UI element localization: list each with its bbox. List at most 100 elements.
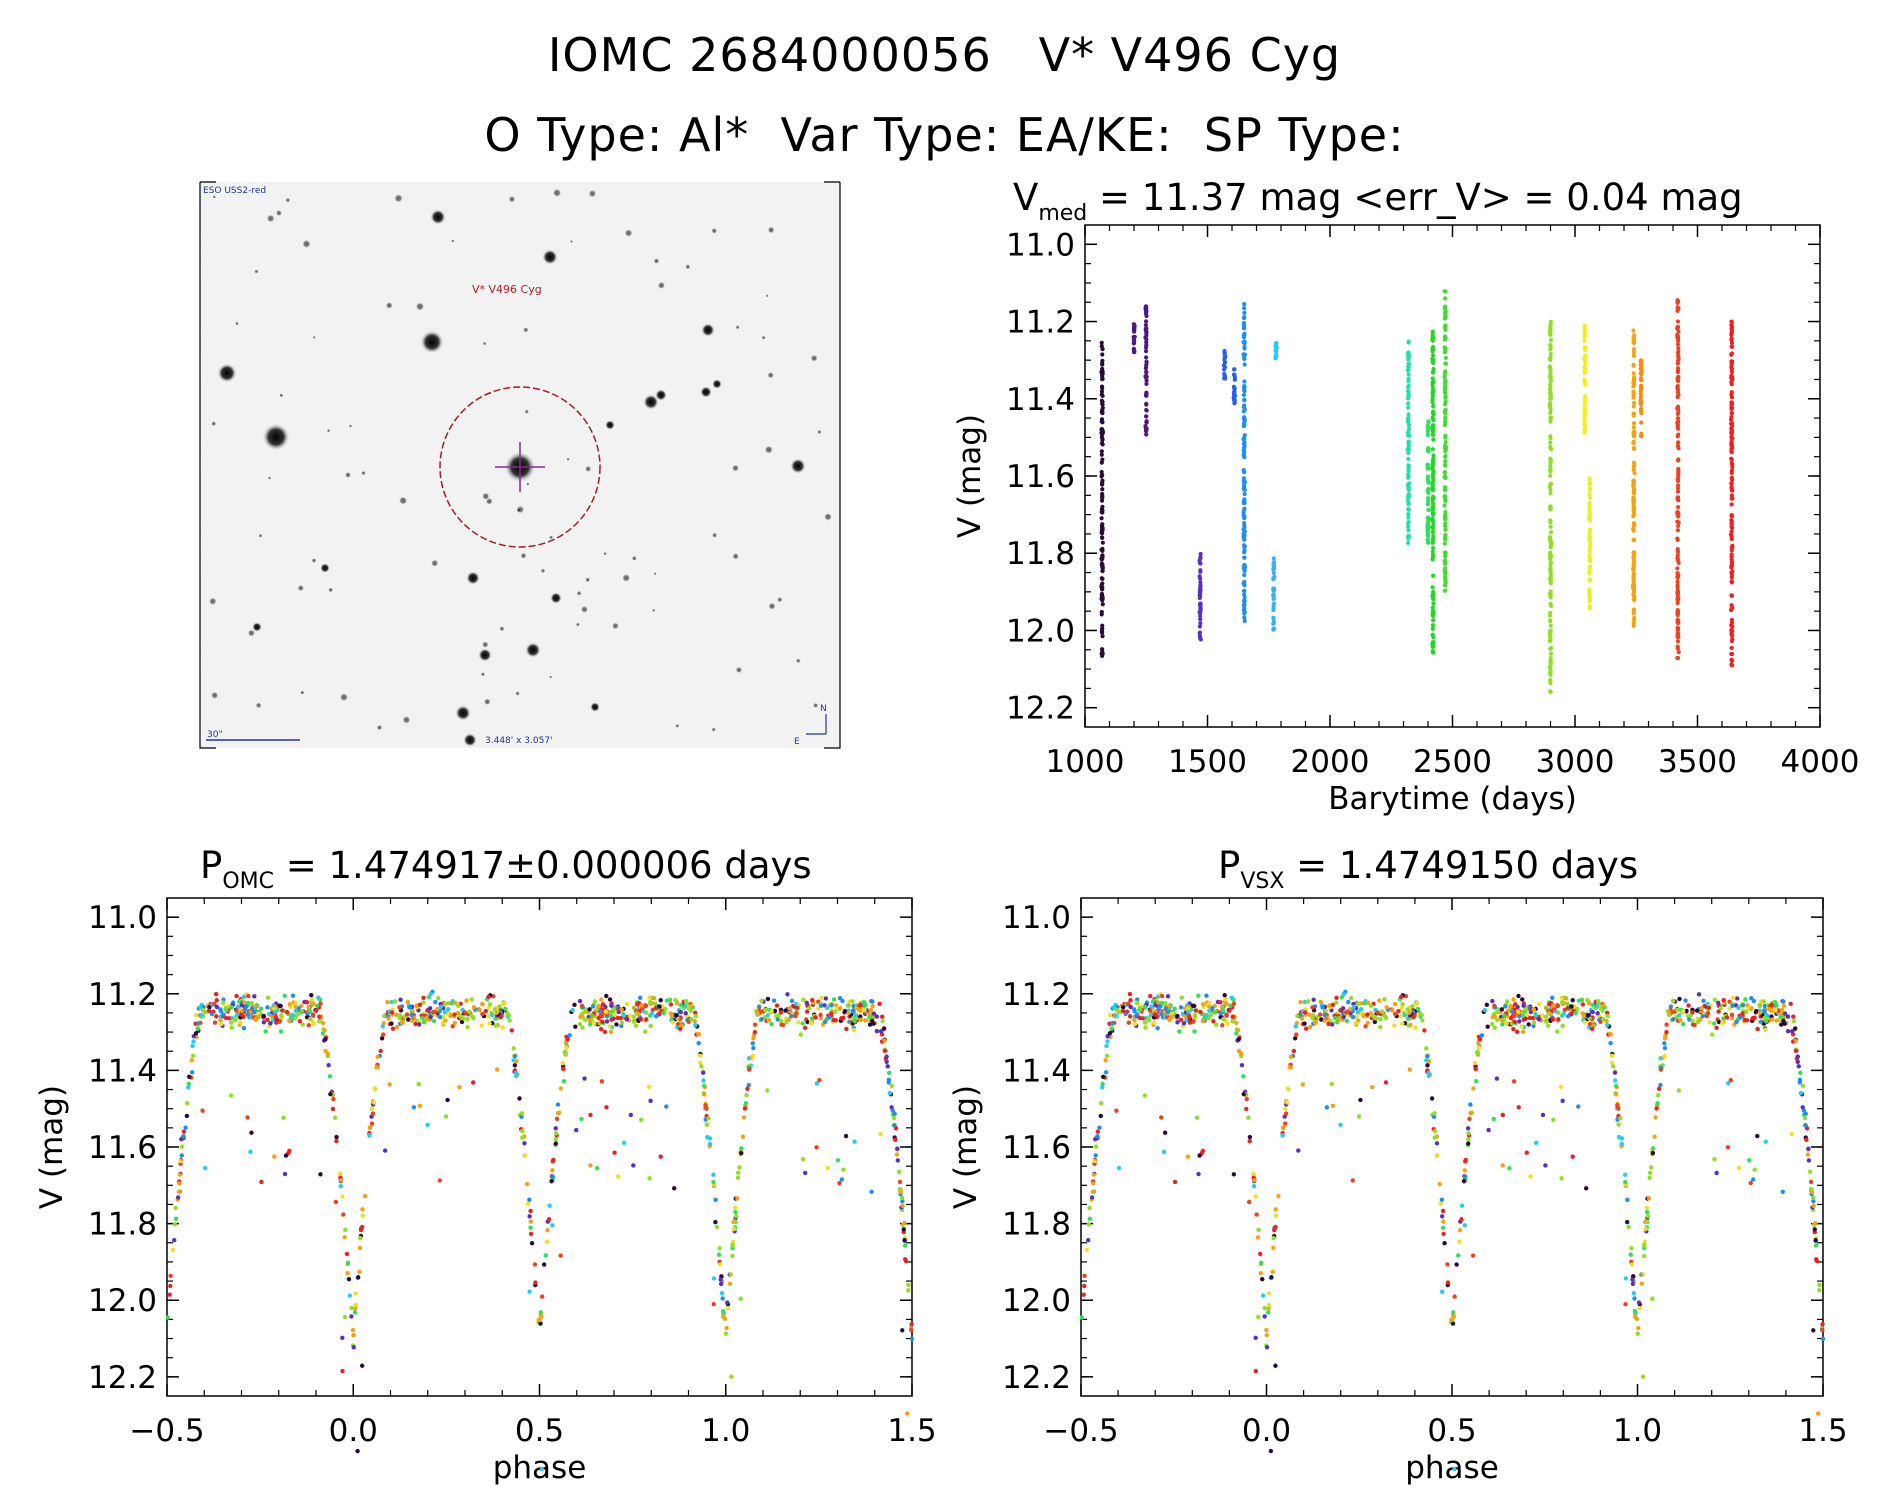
vsx-point	[1772, 1007, 1778, 1013]
omc-point	[609, 1003, 614, 1008]
lc-point	[1431, 601, 1436, 606]
vsx-point	[1762, 1008, 1767, 1013]
omc-point	[334, 1138, 339, 1144]
omc-point	[480, 1011, 485, 1017]
omc-point	[282, 1171, 288, 1177]
omc-point	[525, 1201, 531, 1206]
lc-point	[1675, 495, 1681, 500]
vsx-point	[1583, 1186, 1589, 1191]
omc-point	[549, 1179, 554, 1184]
vsx-ytick-label: 11.4	[1002, 1053, 1071, 1089]
vsx-point	[1114, 1007, 1120, 1013]
lc-point	[1241, 404, 1246, 410]
lc-point	[1548, 338, 1554, 343]
omc-point	[587, 1022, 593, 1027]
vsx-point	[1516, 1105, 1521, 1110]
lc-point	[1099, 340, 1104, 345]
lc-point	[1729, 369, 1735, 375]
lc-point	[1242, 520, 1247, 526]
omc-point	[733, 1209, 738, 1215]
vsx-point	[1276, 1193, 1281, 1199]
omc-point	[900, 1328, 905, 1333]
omc-point	[541, 1262, 547, 1267]
omc-point	[453, 1000, 458, 1005]
vsx-xtick-label: 0.0	[1242, 1413, 1291, 1449]
lc-point	[1675, 369, 1681, 375]
finder-star-faint	[348, 424, 353, 428]
vsx-point	[1662, 1036, 1668, 1041]
omc-point	[519, 1114, 524, 1120]
omc-point	[528, 1219, 534, 1224]
omc-point	[850, 1008, 856, 1013]
vsx-point	[1530, 1015, 1536, 1021]
lc-point	[1144, 363, 1149, 368]
vsx-point	[1647, 1170, 1653, 1176]
vsx-point	[1334, 995, 1339, 1001]
omc-point	[698, 1053, 703, 1058]
omc-point	[738, 1296, 743, 1301]
lc-point	[1430, 486, 1435, 491]
finder-star-faint	[481, 641, 489, 649]
vsx-point	[1793, 1038, 1799, 1043]
omc-point	[306, 1023, 312, 1028]
omc-point	[745, 1086, 750, 1091]
vsx-point	[1098, 1113, 1103, 1119]
lc-point	[1242, 506, 1247, 511]
lc-point	[1431, 380, 1436, 385]
vsx-point	[1459, 1203, 1465, 1208]
finder-star-faint	[258, 533, 263, 538]
lc-point	[1548, 570, 1553, 575]
omc-point	[855, 1006, 861, 1012]
lc-point	[1099, 583, 1104, 588]
lc-point	[1443, 527, 1448, 532]
vsx-point	[1323, 1008, 1328, 1013]
omc-point	[746, 1083, 751, 1088]
lc-point	[1242, 433, 1247, 438]
omc-point	[349, 1314, 354, 1319]
omc-point	[819, 995, 825, 1001]
lc-point	[1631, 353, 1637, 358]
lc-point	[1675, 523, 1681, 529]
vsx-point	[1641, 1253, 1647, 1259]
omc-point	[245, 1000, 251, 1006]
lc-point	[1406, 464, 1412, 469]
omc-point	[493, 1023, 498, 1028]
lc-point	[1431, 504, 1436, 509]
lc-point	[1587, 509, 1592, 514]
vsx-point	[1500, 1112, 1506, 1118]
lc-point	[1242, 525, 1247, 530]
omc-point	[494, 1067, 500, 1072]
vsx-point	[1241, 1074, 1246, 1079]
omc-point	[818, 1016, 824, 1021]
lc-point	[1242, 615, 1247, 620]
vsx-point	[1220, 1023, 1225, 1028]
lc-point	[1631, 400, 1637, 405]
vsx-point	[1348, 1006, 1353, 1012]
vsx-point	[1244, 1106, 1249, 1112]
lc-point	[1406, 520, 1411, 525]
omc-point	[356, 1275, 361, 1280]
lc-point	[1430, 482, 1435, 488]
omc-point	[465, 1016, 470, 1022]
omc-point	[470, 1080, 476, 1085]
omc-point	[524, 1181, 530, 1187]
vsx-point	[1244, 1096, 1249, 1102]
omc-point	[293, 1008, 298, 1014]
finder-star-faint	[653, 257, 660, 264]
omc-point	[567, 1033, 572, 1038]
vsx-point	[1365, 1012, 1370, 1017]
omc-point	[803, 1170, 808, 1176]
lc-point	[1242, 352, 1247, 357]
lc-point	[1406, 474, 1411, 479]
omc-point	[228, 1093, 234, 1098]
finder-star	[466, 571, 480, 585]
vsx-point	[1645, 1213, 1651, 1219]
omc-point	[416, 1081, 421, 1087]
title-line-1: IOMC 2684000056 V* V496 Cyg	[547, 28, 1342, 82]
omc-point	[599, 1014, 605, 1019]
omc-point	[259, 1179, 264, 1185]
lc-point	[1632, 537, 1637, 542]
vsx-point	[1190, 1003, 1196, 1008]
vsx-xtick-label: 0.5	[1427, 1413, 1476, 1449]
lc-point	[1144, 432, 1149, 437]
